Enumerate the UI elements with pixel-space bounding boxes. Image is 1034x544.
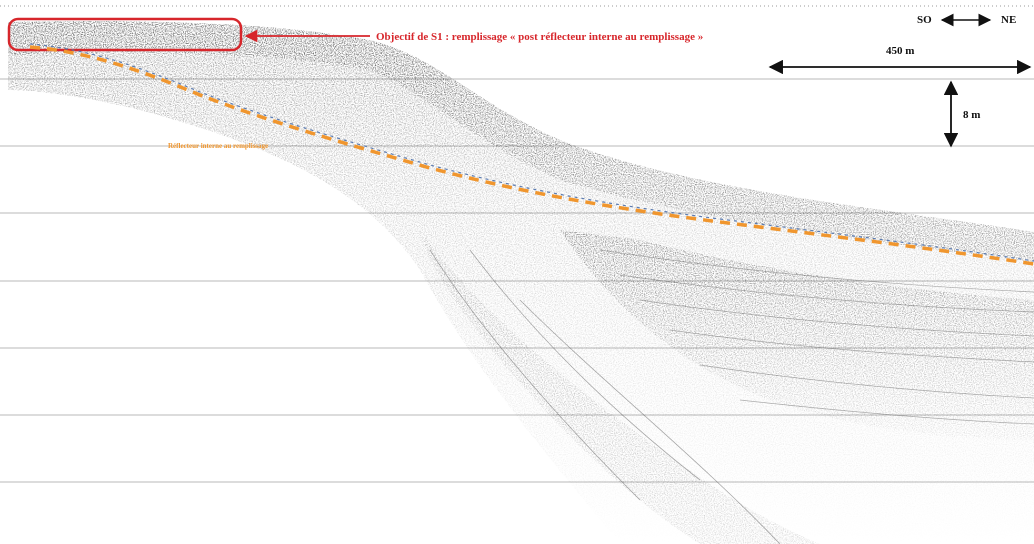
orientation-left-label: SO bbox=[917, 14, 932, 26]
sediment-body bbox=[8, 21, 1034, 544]
objective-label: Objectif de S1 : remplissage « post réfl… bbox=[376, 31, 703, 43]
objective-annotation: Objectif de S1 : remplissage « post réfl… bbox=[7, 17, 703, 52]
objective-highlight-box bbox=[7, 17, 243, 52]
horizontal-scale-label: 450 m bbox=[886, 45, 914, 57]
orientation-indicator: SO NE bbox=[917, 13, 1016, 27]
vertical-scale: 8 m bbox=[943, 80, 980, 148]
internal-reflector: Réflecteur interne au remplissage bbox=[29, 43, 1034, 266]
reflector-label: Réflecteur interne au remplissage bbox=[168, 142, 268, 150]
orientation-right-label: NE bbox=[1001, 14, 1016, 26]
reflector-dashed-line bbox=[29, 45, 1034, 266]
horizontal-scale: 450 m bbox=[768, 45, 1032, 75]
reflector-underlay-line bbox=[29, 43, 1034, 262]
vertical-scale-label: 8 m bbox=[963, 109, 980, 121]
